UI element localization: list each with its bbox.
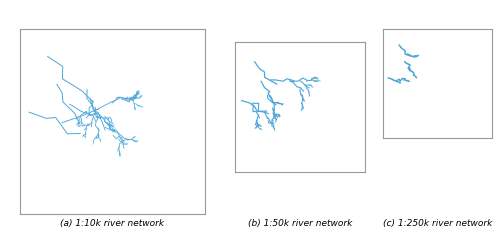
Text: (b) 1:50k river network: (b) 1:50k river network [248, 219, 352, 228]
Text: (c) 1:250k river network: (c) 1:250k river network [383, 219, 492, 228]
Text: (a) 1:10k river network: (a) 1:10k river network [60, 219, 164, 228]
